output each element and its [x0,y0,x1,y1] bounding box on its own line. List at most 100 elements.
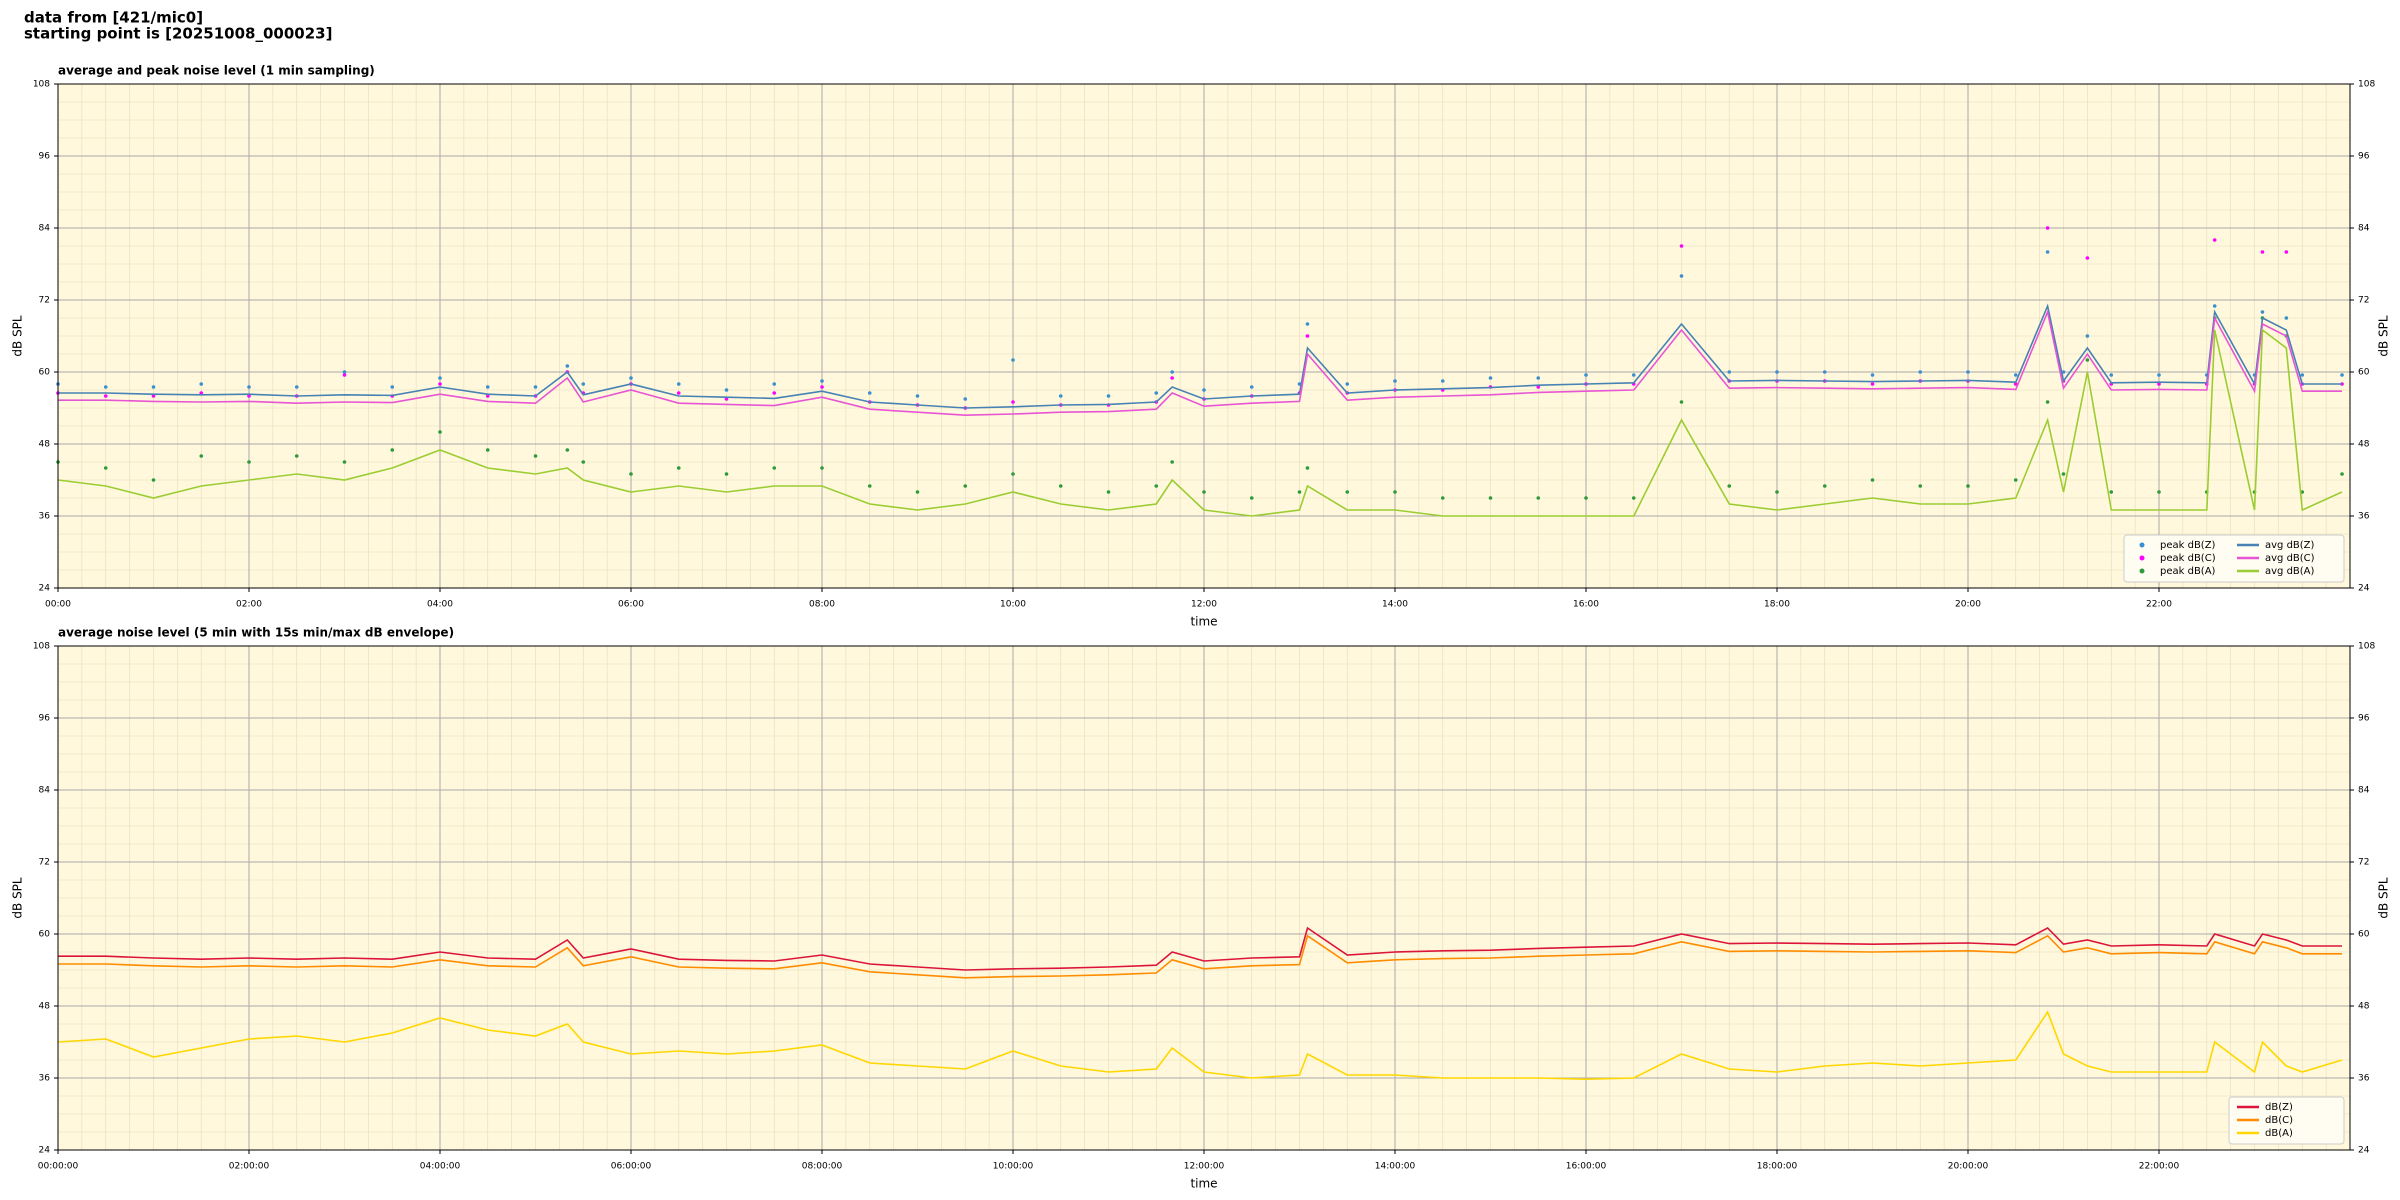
y-tick-label: 96 [39,152,51,162]
y-tick-label: 36 [2358,512,2370,522]
data-point [2157,382,2161,386]
data-point [1679,274,1684,278]
y-tick-label: 60 [2358,930,2370,940]
data-point [2085,256,2090,260]
legend-label: dB(C) [2265,1115,2293,1126]
data-point [1870,373,1875,377]
data-point [1679,244,1684,248]
data-point [772,382,777,386]
data-point [2013,382,2018,386]
data-point [1345,490,1350,494]
legend-label: avg dB(C) [2265,553,2315,564]
legend-box [2123,534,2345,583]
data-line [57,1010,2343,1081]
x-tick-label: 04:00:00 [420,1162,461,1172]
x-axis-label: time [1190,1177,1217,1191]
data-point [676,466,681,470]
data-point [2157,373,2161,377]
header-line: starting point is [20251008_000023] [24,25,332,43]
data-point [629,472,633,476]
y-tick-label: 48 [39,440,51,450]
legend-label: peak dB(C) [2160,553,2216,564]
data-point [533,385,538,389]
chart-title: average noise level (5 min with 15s min/… [58,626,454,640]
data-point [2284,316,2289,320]
data-point [581,382,586,386]
data-point [1488,376,1493,380]
data-point [2212,238,2217,242]
data-point [103,466,108,470]
data-point [1822,370,1827,374]
data-point [1393,379,1397,383]
y-tick-label: 36 [39,512,51,522]
data-point [2085,358,2090,362]
data-point [1345,382,1350,386]
data-point [1679,400,1684,404]
x-tick-label: 12:00 [1191,600,1217,610]
y-axis-label: dB SPL [11,877,25,919]
legend-label: dB(A) [2265,1128,2293,1139]
y-tick-label: 60 [39,930,51,940]
data-point [581,460,586,464]
y-tick-label: 84 [2358,786,2370,796]
x-tick-label: 14:00:00 [1375,1162,1416,1172]
data-point [867,391,872,395]
data-point [1011,400,1015,404]
y-tick-label: 84 [39,786,51,796]
x-tick-label: 10:00 [1000,600,1026,610]
data-point [2340,382,2344,386]
data-point [1918,370,1923,374]
data-point [676,391,681,395]
data-point [247,394,251,398]
data-point [1488,496,1493,500]
data-point [1440,379,1445,383]
data-line [58,309,2342,417]
data-point [199,391,204,395]
data-line [57,328,2343,517]
x-tick-label: 16:00:00 [1566,1162,1607,1172]
x-tick-label: 16:00 [1573,600,1599,610]
data-point [1305,466,1310,470]
x-tick-label: 08:00 [809,600,835,610]
x-tick-label: 08:00:00 [802,1162,843,1172]
x-tick-label: 10:00:00 [993,1162,1034,1172]
data-point [199,382,204,386]
y-tick-label: 108 [33,80,50,90]
data-point [1966,370,1970,374]
data-point [2045,250,2050,254]
y-tick-label: 48 [2358,440,2370,450]
data-point [820,466,824,470]
data-point [1058,394,1063,398]
data-point [963,484,968,488]
y-tick-label: 48 [39,1002,51,1012]
x-tick-label: 02:00:00 [229,1162,270,1172]
data-point [1631,496,1636,500]
legend-label: avg dB(A) [2265,566,2315,577]
data-point [1775,490,1779,494]
y-tick-label: 24 [39,584,51,594]
data-point [915,394,920,398]
data-point [151,385,156,389]
data-point [2013,478,2018,482]
y-tick-label: 96 [2358,714,2370,724]
data-point [772,466,777,470]
y-tick-label: 24 [2358,584,2370,594]
data-point [247,460,251,464]
data-point [724,397,729,401]
y-axis-label: dB SPL [11,315,25,357]
data-point [2340,373,2344,377]
chart-title: average and peak noise level (1 min samp… [58,64,375,78]
data-point [485,448,490,452]
header-line: data from [421/mic0] [24,9,203,27]
x-tick-label: 18:00 [1764,600,1790,610]
y-tick-label: 72 [39,858,50,868]
y-tick-label: 72 [39,296,50,306]
data-point [2109,490,2114,494]
data-point [2109,373,2114,377]
data-point [1154,484,1159,488]
data-point [565,448,570,452]
data-point [438,430,442,434]
x-tick-label: 20:00 [1955,600,1981,610]
data-point [1170,376,1174,380]
y-tick-label: 72 [2358,296,2369,306]
